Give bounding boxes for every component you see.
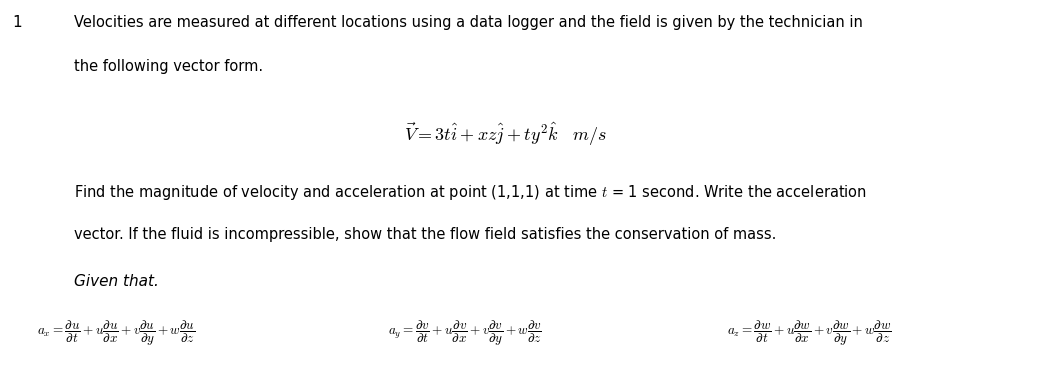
Text: $a_z = \dfrac{\partial w}{\partial t} + u\dfrac{\partial w}{\partial x} + v\dfra: $a_z = \dfrac{\partial w}{\partial t} + … bbox=[727, 318, 892, 348]
Text: vector. If the fluid is incompressible, show that the flow field satisfies the c: vector. If the fluid is incompressible, … bbox=[74, 227, 776, 242]
Text: 1: 1 bbox=[13, 15, 22, 30]
Text: $\vec{V} = 3t\hat{i} + xz\hat{j} + ty^{2}\hat{k}$$\quad$$m/s$: $\vec{V} = 3t\hat{i} + xz\hat{j} + ty^{2… bbox=[404, 121, 606, 148]
Text: Velocities are measured at different locations using a data logger and the field: Velocities are measured at different loc… bbox=[74, 15, 863, 30]
Text: $a_y = \dfrac{\partial v}{\partial t} + u\dfrac{\partial v}{\partial x} + v\dfra: $a_y = \dfrac{\partial v}{\partial t} + … bbox=[388, 318, 542, 348]
Text: the following vector form.: the following vector form. bbox=[74, 59, 263, 74]
Text: Given that.: Given that. bbox=[74, 274, 159, 290]
Text: $a_x = \dfrac{\partial u}{\partial t} + u\dfrac{\partial u}{\partial x} + v\dfra: $a_x = \dfrac{\partial u}{\partial t} + … bbox=[37, 318, 195, 348]
Text: Find the magnitude of velocity and acceleration at point (1,1,1) at time $t$ = 1: Find the magnitude of velocity and accel… bbox=[74, 183, 868, 202]
